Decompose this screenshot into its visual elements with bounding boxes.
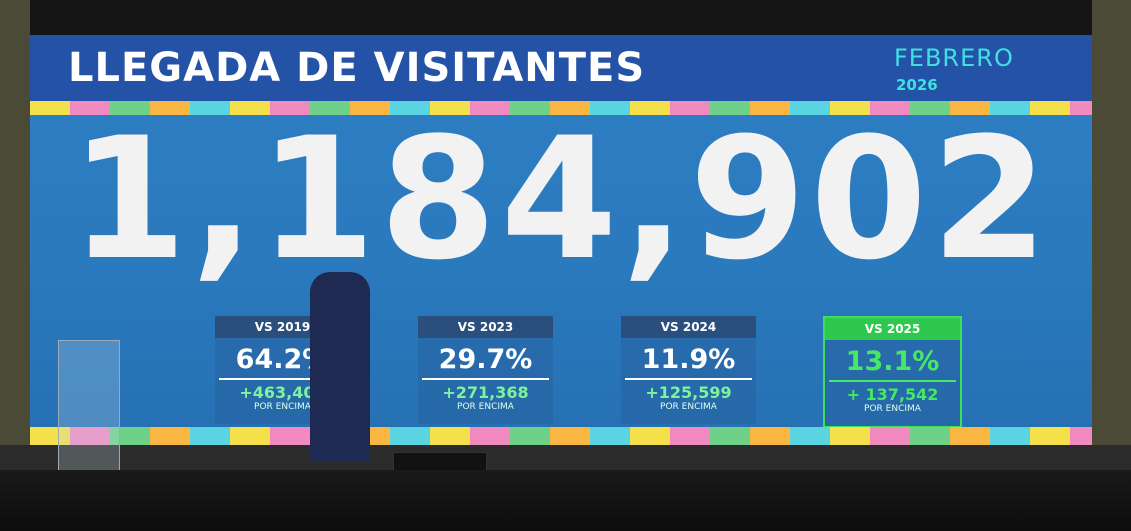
card-label: VS 2024	[621, 316, 756, 338]
audience	[0, 470, 1131, 531]
card-label: VS 2023	[418, 316, 553, 338]
card-percent: 11.9%	[641, 344, 736, 375]
curtain-left	[0, 0, 30, 460]
card-note: POR ENCIMA	[457, 402, 514, 412]
screen: LLEGADA DE VISITANTES FEBRERO 2026 1,184…	[30, 35, 1092, 445]
card-note: POR ENCIMA	[660, 402, 717, 412]
title: LLEGADA DE VISITANTES	[68, 45, 646, 91]
card-percent: 29.7%	[438, 344, 533, 375]
speaker	[310, 272, 370, 462]
header-band: LLEGADA DE VISITANTES FEBRERO 2026	[30, 35, 1092, 101]
comparison-card: VS 2024 11.9% +125,599 POR ENCIMA	[621, 316, 756, 424]
comparison-card: VS 2023 29.7% +271,368 POR ENCIMA	[418, 316, 553, 424]
comparison-card: VS 2025 13.1% + 137,542 POR ENCIMA	[823, 316, 962, 428]
card-note: POR ENCIMA	[864, 404, 921, 414]
card-difference: +271,368	[442, 383, 529, 402]
card-difference: +463,405	[239, 383, 326, 402]
card-percent: 13.1%	[845, 346, 940, 377]
card-divider	[625, 378, 752, 380]
card-difference: +125,599	[645, 383, 732, 402]
decor-strip	[30, 427, 1092, 445]
card-divider	[219, 378, 346, 380]
year: 2026	[896, 76, 938, 94]
month: FEBRERO	[894, 44, 1014, 72]
card-difference: + 137,542	[846, 385, 939, 404]
card-note: POR ENCIMA	[254, 402, 311, 412]
card-label: VS 2025	[825, 318, 960, 340]
decor-strip	[30, 101, 1092, 115]
curtain-right	[1092, 0, 1131, 460]
card-divider	[829, 380, 956, 382]
total: 1,184,902	[70, 101, 1052, 297]
card-divider	[422, 378, 549, 380]
podium	[58, 340, 120, 477]
